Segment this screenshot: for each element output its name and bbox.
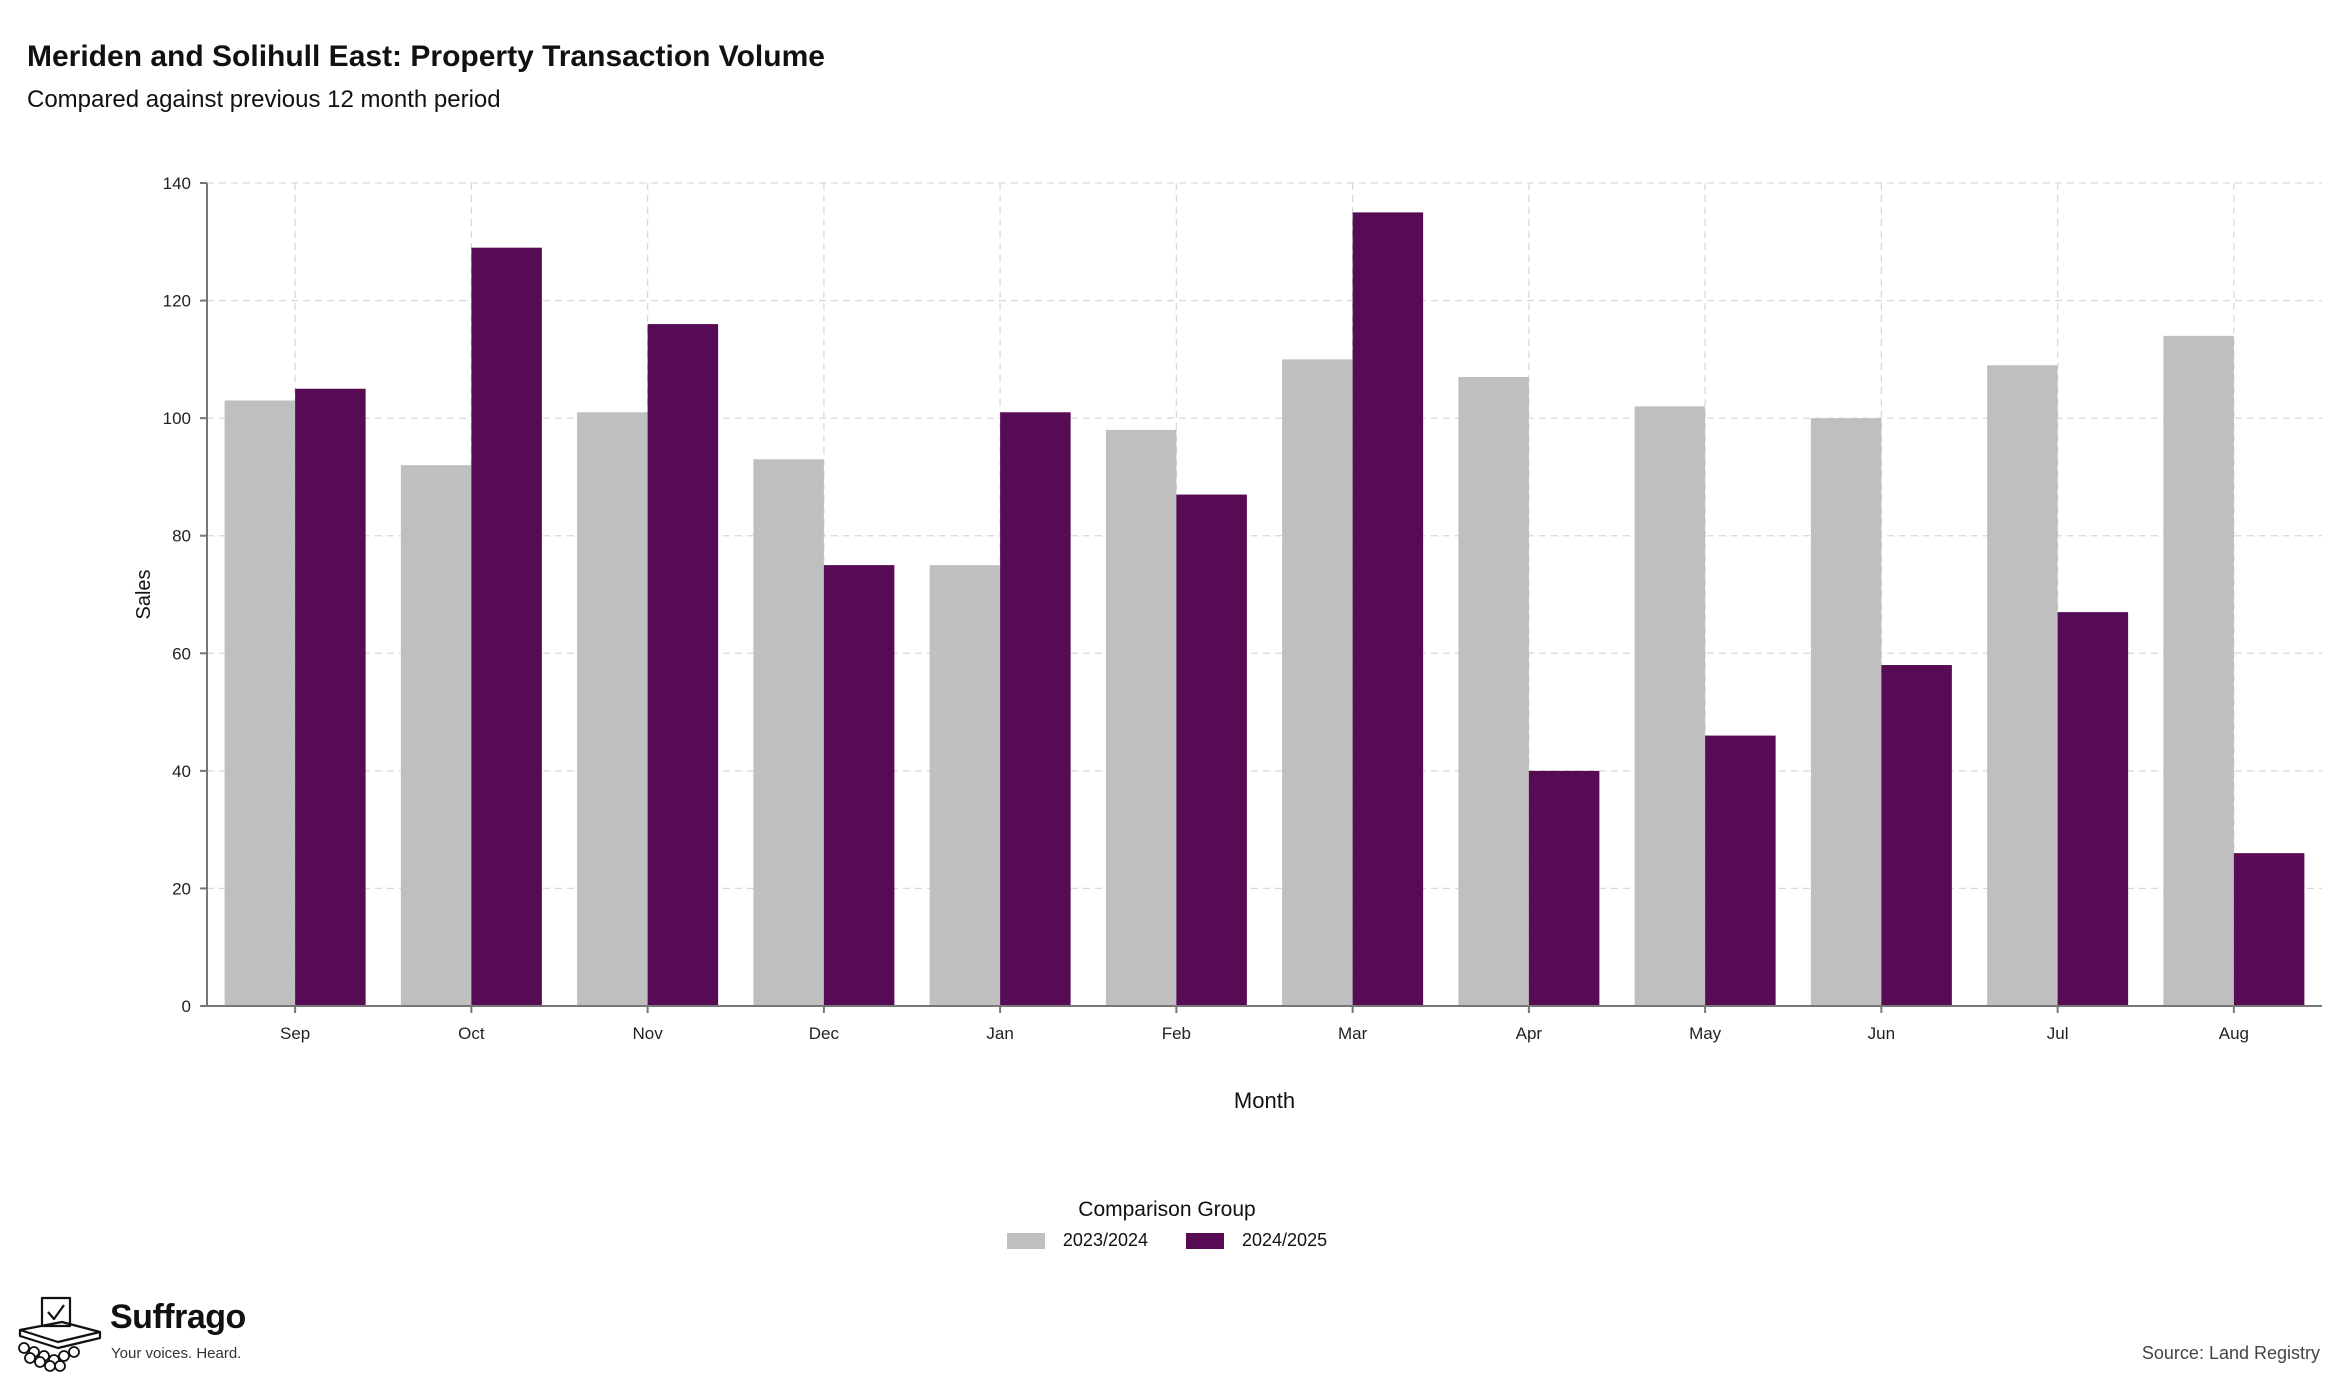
bar-2024-2025-jan (1000, 412, 1071, 1006)
y-tick-label: 0 (182, 997, 191, 1016)
bar-2023-2024-mar (1282, 359, 1353, 1006)
legend-label-2023-2024: 2023/2024 (1062, 1230, 1148, 1250)
bar-2023-2024-apr (1458, 376, 1529, 1006)
bar-2023-2024-sep (224, 400, 296, 1006)
x-tick-label: Jan (986, 1024, 1013, 1043)
bar-chart: 0 20 40 60 80 100 120 140 Sep Oct Nov Dec Jan Feb Mar A… (133, 174, 2322, 1113)
x-tick-label: Jul (2047, 1024, 2069, 1043)
legend-label-2024-2025: 2024/2025 (1242, 1230, 1328, 1250)
bar-2023-2024-nov (577, 412, 648, 1006)
bar-2023-2024-dec (753, 459, 824, 1006)
legend-item-2023-2024: 2023/2024 (1006, 1230, 1148, 1251)
bar-2024-2025-dec (823, 565, 895, 1006)
bar-2024-2025-feb (1176, 494, 1247, 1006)
x-axis-title: Month (1234, 1088, 1295, 1113)
bar-2024-2025-aug (2233, 853, 2305, 1006)
legend-swatch-2024-2025 (1186, 1232, 1224, 1249)
y-tick-label: 80 (172, 527, 191, 546)
chart-title: Meriden and Solihull East: Property Tran… (27, 40, 825, 73)
y-tick-label: 120 (163, 292, 191, 311)
bar-2024-2025-nov (647, 324, 719, 1007)
y-tick-label: 140 (163, 174, 191, 193)
legend-swatch-2023-2024 (1006, 1232, 1045, 1249)
x-tick-label: Dec (809, 1024, 840, 1043)
x-tick-label: Sep (280, 1024, 310, 1043)
y-tick-label: 40 (172, 762, 191, 781)
source-note: Source: Land Registry (2141, 1343, 2320, 1363)
legend-item-2024-2025: 2024/2025 (1186, 1230, 1327, 1251)
bar-2023-2024-feb (1105, 429, 1177, 1006)
legend: Comparison Group 2023/2024 2024/2025 (0, 1198, 2334, 1254)
brand-tagline: Your voices. Heard. (111, 1345, 242, 1362)
x-tick-label: Nov (633, 1024, 664, 1043)
bar-2024-2025-may (1705, 735, 1776, 1006)
x-tick-label: May (1689, 1024, 1722, 1043)
bars (224, 212, 2305, 1007)
x-tick-label: Apr (1516, 1024, 1543, 1043)
x-tick-label: Oct (458, 1024, 485, 1043)
bar-2024-2025-jul (2057, 612, 2129, 1006)
axis-labels: 0 20 40 60 80 100 120 140 Sep Oct Nov Dec Jan Feb Mar A… (133, 174, 2249, 1113)
bar-2023-2024-jun (1810, 418, 1882, 1007)
x-tick-label: Aug (2219, 1024, 2249, 1043)
axes (200, 182, 2322, 1013)
y-tick-label: 60 (172, 644, 191, 663)
legend-title: Comparison Group (1078, 1198, 1256, 1221)
y-axis-title: Sales (133, 569, 155, 619)
bar-2023-2024-jan (929, 565, 1001, 1006)
bar-2024-2025-mar (1352, 212, 1424, 1007)
brand-name: Suffrago (110, 1298, 246, 1336)
ballot-box-icon (18, 1296, 102, 1372)
bar-2023-2024-jul (1987, 365, 2058, 1006)
chart-subtitle: Compared against previous 12 month perio… (27, 86, 501, 113)
x-tick-label: Jun (1868, 1024, 1895, 1043)
bar-2024-2025-jun (1881, 665, 1952, 1006)
x-tick-label: Mar (1338, 1024, 1368, 1043)
bar-2023-2024-may (1634, 406, 1706, 1006)
x-tick-label: Feb (1162, 1024, 1191, 1043)
bar-2023-2024-oct (400, 465, 472, 1007)
bar-2024-2025-sep (295, 388, 366, 1006)
y-tick-label: 100 (163, 409, 191, 428)
bar-2023-2024-aug (2163, 335, 2234, 1006)
bar-2024-2025-apr (1528, 770, 1600, 1006)
y-tick-label: 20 (172, 879, 191, 898)
bar-2024-2025-oct (471, 247, 542, 1006)
